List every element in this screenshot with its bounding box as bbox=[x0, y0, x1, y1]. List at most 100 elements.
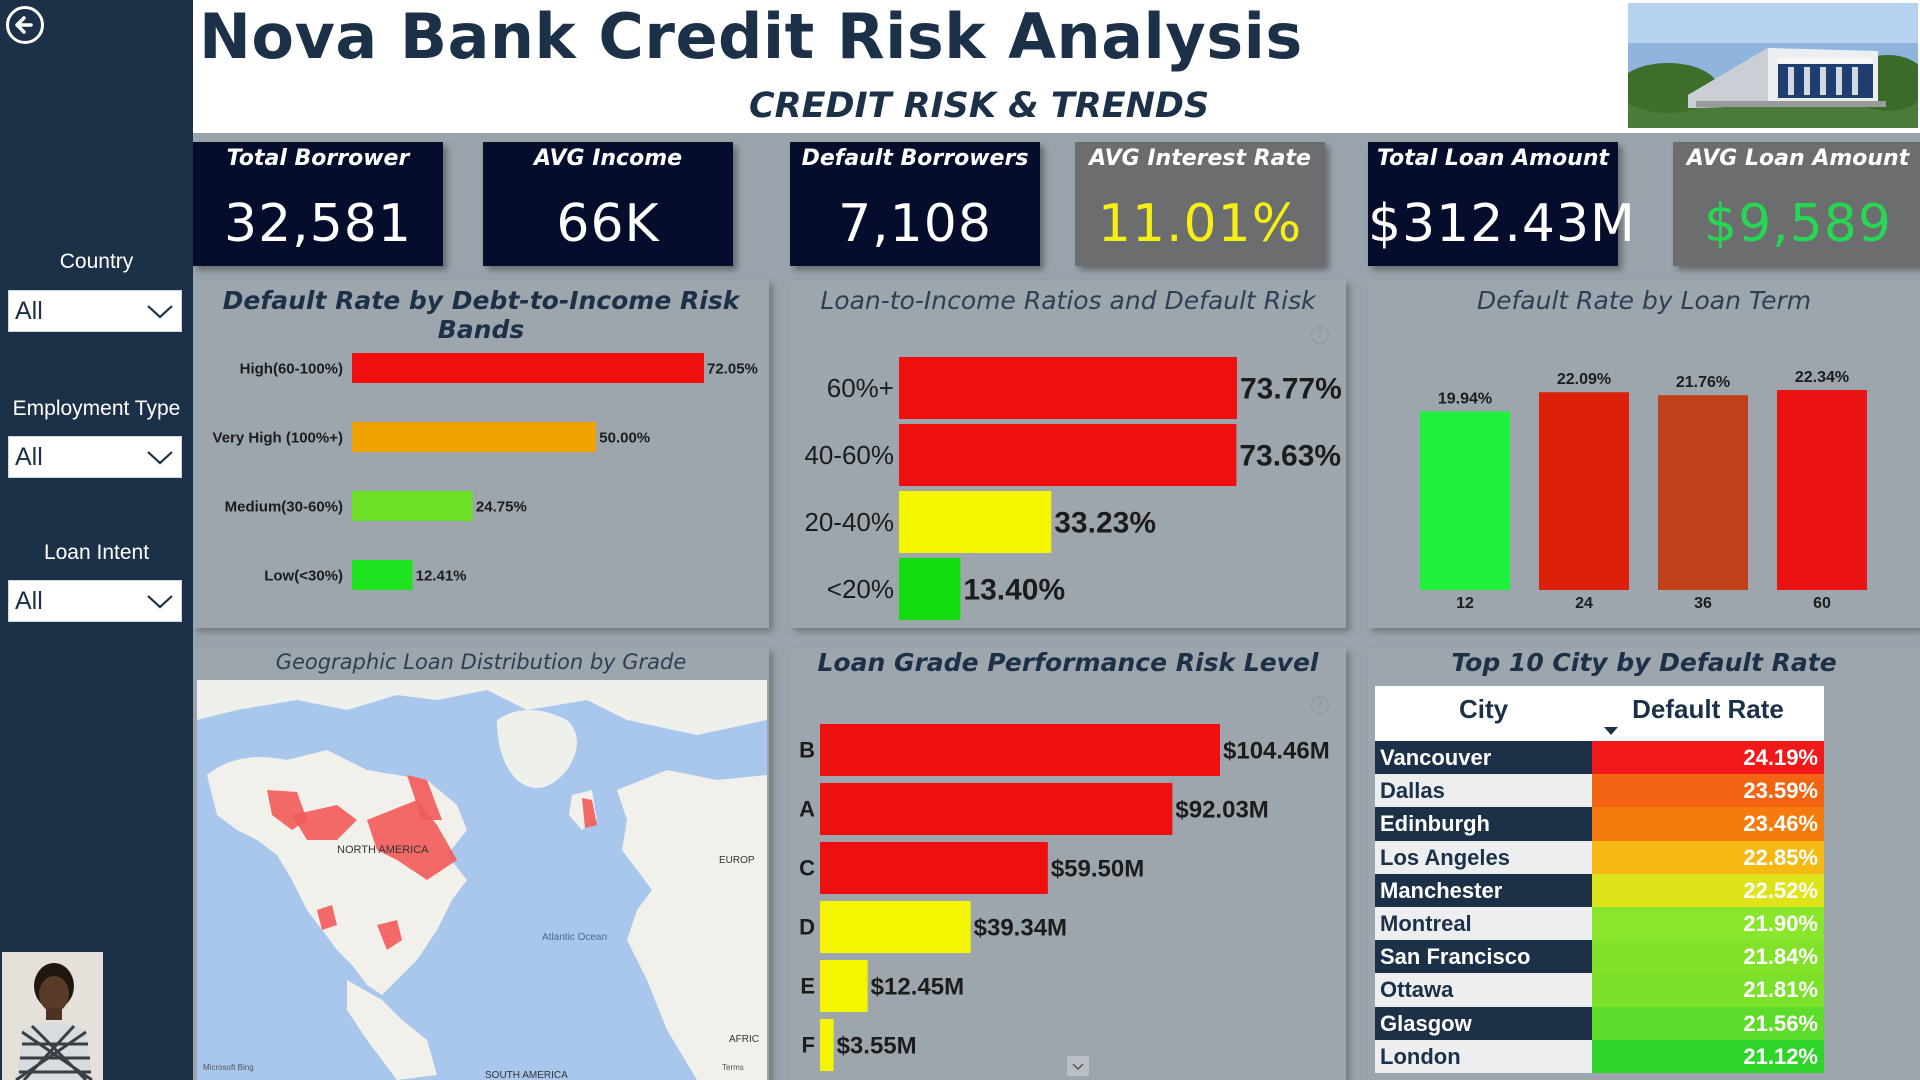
bar[interactable] bbox=[899, 424, 1237, 486]
data-label: 24.75% bbox=[476, 498, 527, 515]
category-label: <20% bbox=[827, 574, 894, 604]
geo-map-panel: Geographic Loan Distribution by Grade NO… bbox=[193, 648, 769, 1080]
kpi-label: AVG Loan Amount bbox=[1686, 146, 1910, 171]
category-label: 36 bbox=[1694, 595, 1712, 612]
kpi-label: AVG Income bbox=[533, 146, 683, 171]
data-label: 19.94% bbox=[1438, 390, 1492, 407]
category-label: D bbox=[799, 915, 815, 940]
bar[interactable] bbox=[899, 357, 1237, 419]
chart-title: Top 10 City by Default Rate bbox=[1451, 648, 1837, 677]
category-label: 12 bbox=[1456, 595, 1474, 612]
kpi-value: 32,581 bbox=[224, 194, 412, 254]
bar[interactable] bbox=[820, 960, 868, 1012]
bar[interactable] bbox=[899, 491, 1052, 553]
bar[interactable] bbox=[1777, 390, 1867, 590]
data-label: 22.34% bbox=[1795, 369, 1849, 386]
sidebar: Country All Employment Type All Loan Int… bbox=[0, 0, 193, 1080]
table-row[interactable]: Ottawa 21.81% bbox=[1375, 973, 1824, 1007]
bar[interactable] bbox=[899, 558, 961, 620]
bar[interactable] bbox=[820, 724, 1220, 776]
table-row[interactable]: Dallas 23.59% bbox=[1375, 774, 1824, 808]
city-name: Dallas bbox=[1375, 774, 1592, 808]
data-label: 12.41% bbox=[416, 567, 467, 584]
employment-type-filter-label: Employment Type bbox=[12, 397, 181, 420]
category-label: 40-60% bbox=[804, 440, 894, 470]
data-label: 22.09% bbox=[1557, 371, 1611, 388]
kpi-label: AVG Interest Rate bbox=[1089, 146, 1311, 171]
category-label: High(60-100%) bbox=[240, 360, 343, 377]
chart-title: Loan Grade Performance Risk Level bbox=[817, 648, 1319, 677]
employment-type-filter-dropdown[interactable]: All bbox=[8, 436, 182, 478]
bar[interactable] bbox=[352, 491, 473, 521]
data-label: 21.76% bbox=[1676, 374, 1730, 391]
category-label: A bbox=[799, 797, 815, 822]
map-attribution: Microsoft Bing bbox=[203, 1063, 254, 1072]
map-terms-link[interactable]: Terms bbox=[722, 1063, 744, 1072]
default-rate-value: 23.59% bbox=[1592, 774, 1824, 808]
chevron-down-icon bbox=[147, 305, 173, 319]
category-label: Very High (100%+) bbox=[213, 429, 343, 446]
city-name: Edinburgh bbox=[1375, 807, 1592, 841]
bar[interactable] bbox=[1539, 392, 1629, 590]
bar[interactable] bbox=[1420, 411, 1510, 590]
bar[interactable] bbox=[820, 842, 1048, 894]
bar[interactable] bbox=[820, 783, 1173, 835]
bar[interactable] bbox=[820, 901, 971, 953]
table-row[interactable]: Glasgow 21.56% bbox=[1375, 1006, 1824, 1040]
bar[interactable] bbox=[352, 422, 597, 452]
default-rate-value: 21.56% bbox=[1592, 1006, 1824, 1040]
world-map[interactable]: NORTH AMERICA Atlantic Ocean EUROP AFRIC… bbox=[197, 680, 767, 1080]
dti-chart-panel: Default Rate by Debt-to-Income Risk Band… bbox=[193, 280, 769, 628]
kpi-value: $9,589 bbox=[1704, 194, 1892, 254]
grade-chart: B $104.46M A $92.03M C $59.50M D $39.34M E $12.45… bbox=[799, 724, 1330, 1071]
scroll-down-button[interactable] bbox=[1067, 1056, 1089, 1076]
kpi-value: $312.43M bbox=[1368, 194, 1636, 254]
back-arrow-icon[interactable] bbox=[6, 6, 44, 44]
table-row[interactable]: London 21.12% bbox=[1375, 1039, 1824, 1073]
category-label: E bbox=[800, 974, 815, 999]
help-icon[interactable]: ? bbox=[1311, 696, 1329, 714]
default-rate-value: 21.81% bbox=[1592, 973, 1824, 1007]
city-default-rate-table: City Default Rate Vancouver 24.19% Dallas 2… bbox=[1375, 686, 1824, 1073]
bar[interactable] bbox=[820, 1019, 834, 1071]
kpi-value: 11.01% bbox=[1097, 194, 1303, 254]
loan-intent-filter-dropdown[interactable]: All bbox=[8, 580, 182, 622]
city-name: Los Angeles bbox=[1375, 840, 1592, 874]
employment-type-filter-value: All bbox=[15, 442, 43, 471]
map-label: Atlantic Ocean bbox=[542, 932, 607, 943]
data-label: 50.00% bbox=[599, 429, 650, 446]
kpi-avg-loan-amount: AVG Loan Amount $9,589 bbox=[1673, 142, 1920, 266]
category-label: C bbox=[799, 856, 815, 881]
city-name: Manchester bbox=[1375, 873, 1592, 907]
kpi-label: Total Loan Amount bbox=[1376, 146, 1610, 171]
country-filter-dropdown[interactable]: All bbox=[8, 290, 182, 332]
table-row[interactable]: Vancouver 24.19% bbox=[1375, 741, 1824, 775]
kpi-default-borrowers: Default Borrowers 7,108 bbox=[790, 142, 1040, 266]
city-name: Vancouver bbox=[1375, 741, 1592, 775]
loan-term-chart-panel: Default Rate by Loan Term 19.94% 12 22.09%… bbox=[1368, 280, 1920, 628]
bar[interactable] bbox=[352, 353, 704, 383]
table-row[interactable]: Edinburgh 23.46% bbox=[1375, 807, 1824, 841]
bar[interactable] bbox=[352, 560, 413, 590]
column-header-city[interactable]: City bbox=[1458, 694, 1509, 724]
table-row[interactable]: Manchester 22.52% bbox=[1375, 873, 1824, 907]
table-row[interactable]: Los Angeles 22.85% bbox=[1375, 840, 1824, 874]
data-label: $39.34M bbox=[974, 914, 1067, 941]
category-label: Low(<30%) bbox=[264, 567, 343, 584]
default-rate-value: 24.19% bbox=[1592, 741, 1824, 775]
map-label: AFRIC bbox=[729, 1034, 759, 1045]
chart-title: Geographic Loan Distribution by Grade bbox=[275, 650, 687, 674]
bar[interactable] bbox=[1658, 395, 1748, 590]
sort-descending-icon[interactable] bbox=[1603, 726, 1619, 736]
help-icon[interactable]: ? bbox=[1311, 326, 1329, 344]
data-label: 13.40% bbox=[963, 574, 1065, 607]
chevron-down-icon bbox=[147, 451, 173, 465]
table-header: City Default Rate bbox=[1375, 686, 1824, 741]
city-name: Montreal bbox=[1375, 906, 1592, 941]
table-row[interactable]: San Francisco 21.84% bbox=[1375, 940, 1824, 974]
table-row[interactable]: Montreal 21.90% bbox=[1375, 906, 1824, 941]
column-header-default-rate[interactable]: Default Rate bbox=[1632, 694, 1784, 724]
grade-chart-panel: Loan Grade Performance Risk Level ? B $10… bbox=[790, 648, 1346, 1080]
default-rate-value: 21.84% bbox=[1592, 940, 1824, 974]
page-subtitle: CREDIT RISK & TRENDS bbox=[749, 86, 1210, 126]
